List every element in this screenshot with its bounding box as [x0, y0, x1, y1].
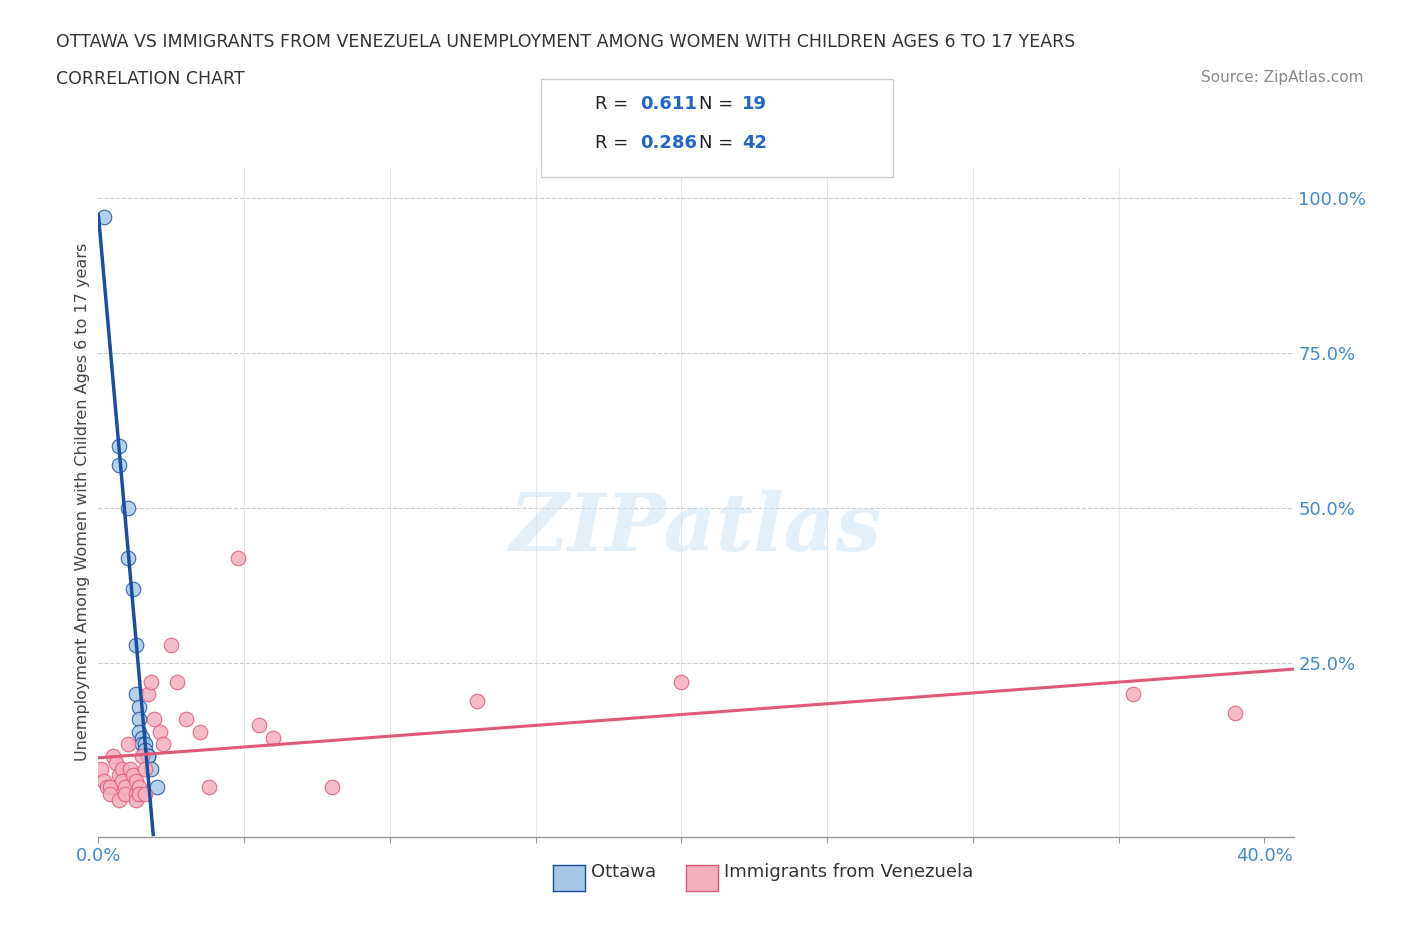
Point — [128, 724, 150, 739]
Point — [134, 786, 156, 801]
Point — [101, 749, 124, 764]
Point — [108, 458, 131, 472]
Point — [136, 687, 159, 702]
Point — [671, 674, 693, 689]
Point — [90, 762, 112, 777]
Point — [131, 749, 153, 764]
Point — [120, 762, 142, 777]
Point — [128, 780, 150, 795]
Point — [1122, 687, 1144, 702]
Text: Ottawa: Ottawa — [591, 863, 655, 882]
Point — [122, 767, 145, 782]
Point — [128, 786, 150, 801]
Point — [166, 674, 188, 689]
Point — [114, 786, 136, 801]
Point — [131, 730, 153, 745]
Point — [125, 792, 148, 807]
Point — [136, 749, 159, 764]
Point — [117, 551, 139, 565]
Point — [114, 780, 136, 795]
Point — [125, 774, 148, 789]
Point — [131, 737, 153, 751]
Point — [149, 724, 172, 739]
Text: 19: 19 — [742, 95, 768, 113]
Text: ZIPatlas: ZIPatlas — [510, 490, 882, 567]
Point — [125, 637, 148, 652]
Point — [467, 693, 489, 708]
Point — [104, 755, 127, 770]
Point — [247, 718, 270, 733]
Point — [152, 737, 174, 751]
Text: N =: N = — [699, 95, 738, 113]
Point — [134, 737, 156, 751]
Point — [136, 749, 159, 764]
Point — [262, 730, 284, 745]
Point — [228, 551, 250, 565]
Text: CORRELATION CHART: CORRELATION CHART — [56, 70, 245, 87]
Point — [134, 743, 156, 758]
Point — [174, 711, 197, 726]
Point — [93, 774, 115, 789]
Text: R =: R = — [595, 95, 634, 113]
Point — [111, 774, 134, 789]
Point — [1225, 706, 1247, 721]
Point — [190, 724, 212, 739]
Point — [93, 209, 115, 224]
Point — [108, 792, 131, 807]
Point — [134, 762, 156, 777]
Point — [128, 711, 150, 726]
Text: Source: ZipAtlas.com: Source: ZipAtlas.com — [1201, 70, 1364, 85]
Point — [321, 780, 343, 795]
Point — [139, 674, 162, 689]
Point — [122, 581, 145, 596]
Point — [98, 786, 121, 801]
Text: 42: 42 — [742, 134, 768, 152]
Text: Immigrants from Venezuela: Immigrants from Venezuela — [724, 863, 973, 882]
Point — [125, 786, 148, 801]
Point — [160, 637, 183, 652]
Point — [108, 767, 131, 782]
Point — [145, 780, 167, 795]
Text: OTTAWA VS IMMIGRANTS FROM VENEZUELA UNEMPLOYMENT AMONG WOMEN WITH CHILDREN AGES : OTTAWA VS IMMIGRANTS FROM VENEZUELA UNEM… — [56, 33, 1076, 50]
Point — [139, 762, 162, 777]
Point — [98, 780, 121, 795]
Text: 0.286: 0.286 — [640, 134, 697, 152]
Point — [128, 699, 150, 714]
Text: N =: N = — [699, 134, 738, 152]
Point — [96, 780, 118, 795]
Point — [198, 780, 221, 795]
Point — [142, 711, 165, 726]
Text: 0.611: 0.611 — [640, 95, 696, 113]
Text: R =: R = — [595, 134, 634, 152]
Point — [111, 762, 134, 777]
Point — [125, 687, 148, 702]
Point — [117, 501, 139, 516]
Point — [117, 737, 139, 751]
Y-axis label: Unemployment Among Women with Children Ages 6 to 17 years: Unemployment Among Women with Children A… — [75, 243, 90, 762]
Point — [108, 439, 131, 454]
